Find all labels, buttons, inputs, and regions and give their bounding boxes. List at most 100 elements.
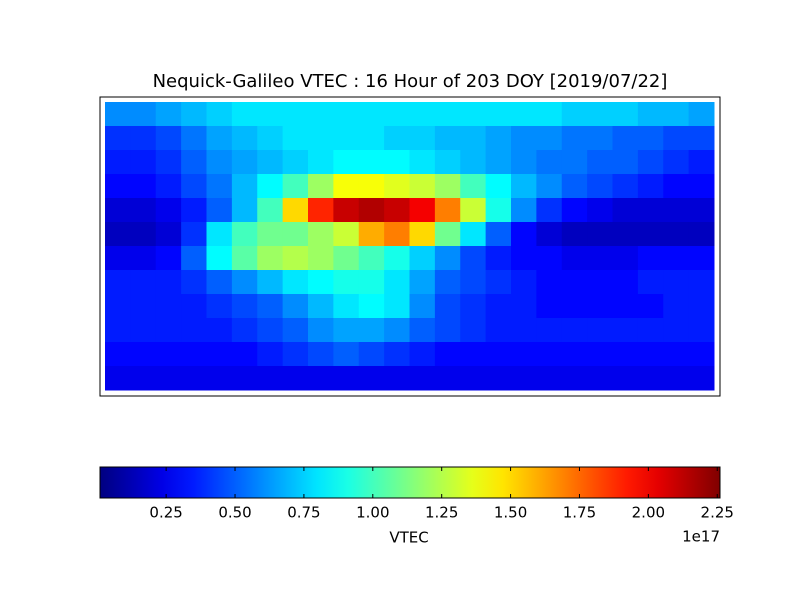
cell [536, 222, 563, 247]
cell [358, 294, 385, 319]
cell [308, 102, 334, 127]
cell [181, 174, 207, 199]
cell [231, 150, 258, 175]
cell [206, 366, 233, 391]
cell [155, 294, 182, 319]
cell [282, 222, 309, 247]
cell [688, 102, 715, 127]
cell [105, 126, 131, 151]
colorbar-tick-label: 2.00 [632, 504, 665, 522]
cell [181, 222, 207, 247]
cell [536, 102, 563, 127]
cell [409, 198, 436, 223]
cell [333, 294, 360, 319]
cell [637, 246, 664, 271]
cell [485, 150, 512, 175]
cell [587, 294, 613, 319]
cell [206, 270, 233, 295]
cell [511, 222, 537, 247]
cell [536, 150, 563, 175]
cell [434, 294, 461, 319]
cell [561, 318, 588, 343]
cell [434, 366, 461, 391]
cell [460, 174, 487, 199]
cell [206, 342, 233, 367]
cell [282, 198, 309, 223]
cell [282, 366, 309, 391]
cell [257, 366, 284, 391]
cell [409, 102, 436, 127]
cell [511, 366, 537, 391]
cell [206, 318, 233, 343]
cell [485, 294, 512, 319]
cell [130, 102, 157, 127]
cell [511, 294, 537, 319]
cell [637, 342, 664, 367]
cell [155, 318, 182, 343]
cell [384, 174, 410, 199]
cell [308, 342, 334, 367]
cell [536, 246, 563, 271]
cell [460, 246, 487, 271]
cell [587, 318, 613, 343]
cell [637, 270, 664, 295]
chart-title: Nequick-Galileo VTEC : 16 Hour of 203 DO… [153, 71, 668, 92]
colorbar-tick-label: 0.75 [287, 504, 320, 522]
cell [434, 198, 461, 223]
cell [308, 246, 334, 271]
cell [333, 102, 360, 127]
cell [637, 150, 664, 175]
cell [663, 150, 690, 175]
cell [384, 150, 410, 175]
cell [282, 126, 309, 151]
colorbar-label: VTEC [389, 529, 428, 547]
cell [536, 174, 563, 199]
cell [130, 342, 157, 367]
cell [181, 366, 207, 391]
cell [105, 174, 131, 199]
colorbar-tick-label: 0.50 [218, 504, 251, 522]
cell [612, 198, 639, 223]
cell [308, 222, 334, 247]
cell [282, 174, 309, 199]
cell [206, 222, 233, 247]
cell [460, 198, 487, 223]
cell [663, 270, 690, 295]
cell [308, 198, 334, 223]
colorbar-offset: 1e17 [682, 528, 720, 546]
cell [434, 246, 461, 271]
colorbar-tick-label: 1.75 [563, 504, 596, 522]
cell [434, 126, 461, 151]
cell [231, 126, 258, 151]
cell [358, 102, 385, 127]
cell [485, 342, 512, 367]
cell [231, 294, 258, 319]
cell [257, 318, 284, 343]
cell [561, 126, 588, 151]
cell [587, 174, 613, 199]
cell [181, 342, 207, 367]
cell [308, 270, 334, 295]
cell [257, 270, 284, 295]
cell [536, 198, 563, 223]
cell [358, 366, 385, 391]
cell [282, 294, 309, 319]
cell [155, 126, 182, 151]
cell [155, 366, 182, 391]
cell [688, 246, 715, 271]
cell [130, 126, 157, 151]
cell [231, 366, 258, 391]
cell [308, 366, 334, 391]
cell [460, 150, 487, 175]
cell [511, 198, 537, 223]
cell [485, 246, 512, 271]
cell [358, 150, 385, 175]
cell [409, 342, 436, 367]
cell [511, 102, 537, 127]
colorbar-tick-label: 1.50 [494, 504, 527, 522]
cell [587, 222, 613, 247]
cell [206, 150, 233, 175]
cell [688, 342, 715, 367]
cell [206, 246, 233, 271]
cell [663, 198, 690, 223]
